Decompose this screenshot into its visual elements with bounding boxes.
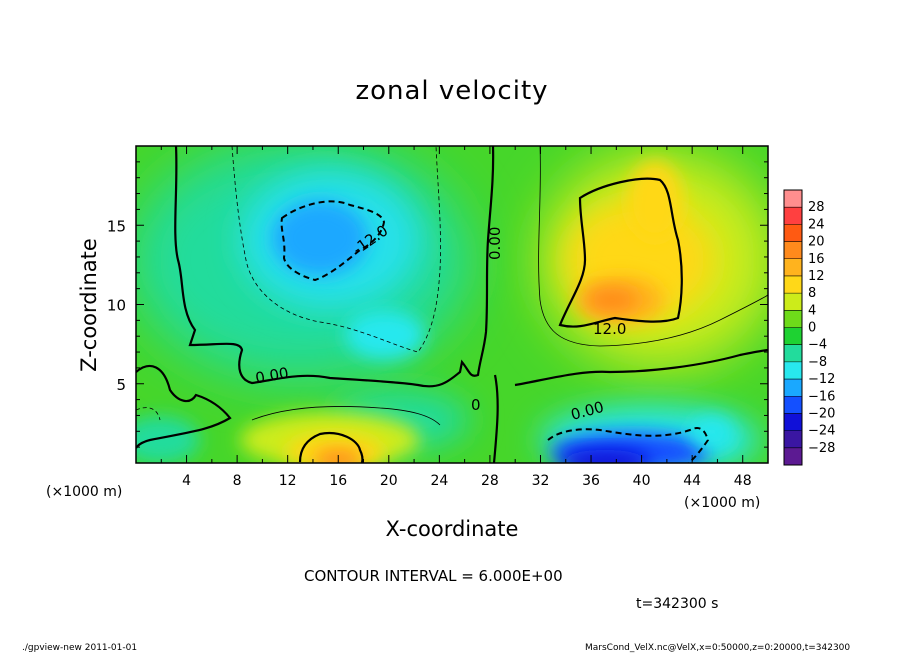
x-tick-label: 4: [182, 473, 191, 489]
colorbar-label: 28: [808, 200, 825, 215]
contour-label-12: 12.0: [593, 320, 626, 338]
colorbar-swatch: [784, 293, 802, 311]
colorbar-label: 20: [808, 235, 825, 250]
velocity-field: -12.0 0.00 12.0 0.00 0 0.00: [136, 146, 768, 463]
x-axis-label: X-coordinate: [386, 517, 519, 541]
x-tick-label: 24: [430, 473, 448, 489]
colorbar-swatch: [784, 241, 802, 260]
y-axis-label: Z-coordinate: [77, 238, 101, 372]
colorbar-label: 12: [808, 269, 825, 284]
colorbar-swatch: [784, 190, 802, 208]
colorbar-label: −4: [808, 338, 827, 353]
colorbar-swatch: [784, 275, 802, 294]
x-tick-label: 44: [683, 473, 701, 489]
x-tick-label: 20: [380, 473, 398, 489]
contour-label-zero-upper: 0.00: [486, 227, 504, 260]
contour-lines: [136, 146, 768, 463]
y-axis-unit: (×1000 m): [46, 484, 122, 500]
colorbar-label: 24: [808, 217, 825, 232]
x-axis-ticks: 4 8 12 16 20 24 28 32 36 40 44 48: [160, 146, 752, 489]
colorbar-label: 16: [808, 252, 825, 267]
contour-interval-label: CONTOUR INTERVAL = 6.000E+00: [304, 567, 563, 585]
chart-title: zonal velocity: [355, 76, 549, 106]
colorbar-label: −24: [808, 424, 835, 439]
colorbar-swatch: [784, 413, 802, 431]
colorbar-label: −28: [808, 441, 835, 456]
colorbar: 28 24 20 16 12 8 4 0 −4 −8 −12 −16 −20 −24 −28: [783, 189, 835, 466]
y-axis-ticks: 5 10 15: [107, 161, 768, 448]
colorbar-swatch: [784, 344, 802, 363]
y-tick-label: 10: [107, 297, 126, 315]
colorbar-swatch: [784, 224, 802, 242]
x-tick-label: 8: [233, 473, 242, 489]
time-label: t=342300 s: [636, 596, 719, 612]
y-tick-label: 5: [116, 376, 126, 394]
x-tick-label: 32: [532, 473, 550, 489]
footer-right: MarsCond_VelX.nc@VelX,x=0:50000,z=0:2000…: [585, 643, 851, 653]
colorbar-label: −8: [808, 355, 827, 370]
colorbar-label: 8: [808, 286, 816, 301]
colorbar-label: −12: [808, 372, 835, 387]
footer-left: ./gpview-new 2011-01-01: [22, 643, 138, 653]
x-tick-label: 40: [633, 473, 651, 489]
colorbar-swatch: [784, 379, 802, 397]
colorbar-swatch: [784, 327, 802, 345]
x-tick-label: 36: [582, 473, 600, 489]
contour-label-zero-mid: 0: [471, 396, 481, 414]
x-tick-label: 16: [329, 473, 347, 489]
colorbar-swatch: [784, 430, 802, 449]
colorbar-swatch: [784, 310, 802, 328]
colorbar-label: 4: [808, 303, 816, 318]
x-tick-label: 28: [481, 473, 499, 489]
y-tick-label: 15: [107, 217, 126, 235]
colorbar-swatch: [784, 396, 802, 414]
x-axis-unit: (×1000 m): [684, 495, 760, 511]
x-tick-label: 12: [279, 473, 297, 489]
colorbar-swatch: [784, 447, 802, 466]
contour-label-zero-left: 0.00: [254, 364, 290, 388]
colorbar-swatch: [784, 207, 802, 225]
x-tick-label: 48: [734, 473, 752, 489]
colorbar-label: 0: [808, 321, 816, 336]
colorbar-label: −16: [808, 389, 835, 404]
colorbar-swatch: [784, 361, 802, 380]
colorbar-swatch: [784, 258, 802, 277]
colorbar-label: −20: [808, 406, 835, 421]
